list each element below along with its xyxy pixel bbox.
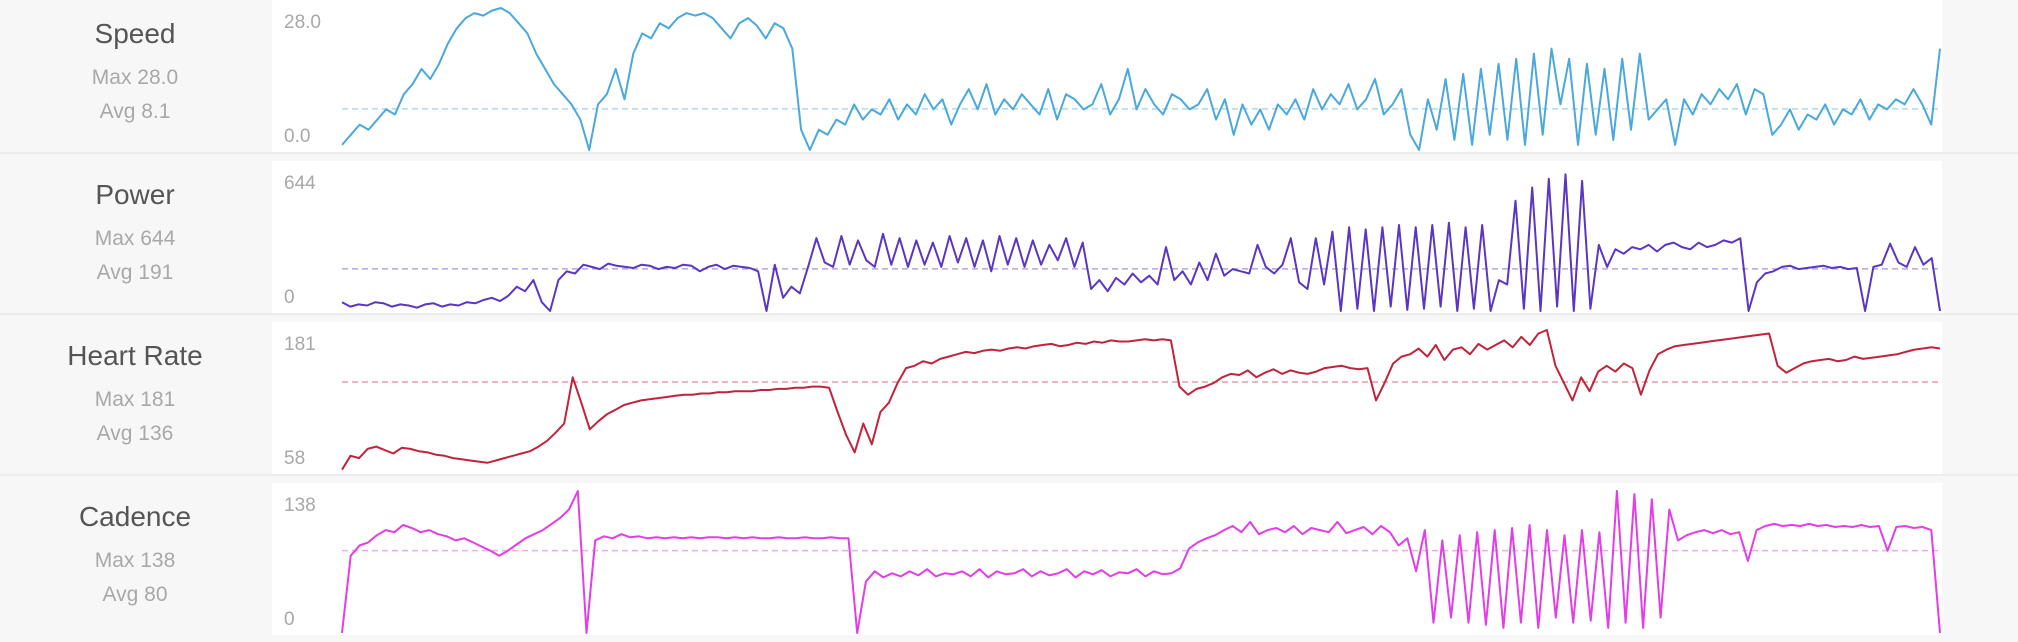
y-max-tick-label: 644 — [284, 173, 316, 194]
y-min-tick-label: 0 — [284, 609, 295, 630]
chart-row-speed: Speed Max 28.0 Avg 8.1 28.0 0.0 — [0, 0, 2018, 152]
metric-max: Max 644 — [94, 227, 176, 250]
metric-label-block: Cadence Max 138 Avg 80 — [0, 483, 270, 635]
series-line — [341, 329, 1941, 471]
y-max-tick-label: 181 — [284, 334, 316, 355]
metric-max: Max 28.0 — [91, 66, 179, 89]
series-line — [341, 173, 1941, 312]
metric-avg: Avg 8.1 — [99, 100, 171, 123]
chart-row-heart-rate: Heart Rate Max 181 Avg 136 181 58 — [0, 322, 2018, 474]
metric-title: Cadence — [78, 501, 192, 532]
row-divider — [0, 474, 2018, 476]
metric-label-block: Heart Rate Max 181 Avg 136 — [0, 322, 270, 474]
metric-label-block: Power Max 644 Avg 191 — [0, 161, 270, 313]
chart-row-cadence: Cadence Max 138 Avg 80 138 0 — [0, 483, 2018, 635]
metric-avg: Avg 136 — [96, 422, 174, 445]
chart-row-power: Power Max 644 Avg 191 644 0 — [0, 161, 2018, 313]
metric-max: Max 138 — [94, 549, 176, 572]
metric-title: Heart Rate — [67, 340, 203, 371]
speed-chart[interactable]: 28.0 0.0 — [272, 0, 1942, 152]
power-chart[interactable]: 644 0 — [272, 161, 1942, 313]
series-line — [341, 490, 1941, 634]
metric-title: Power — [95, 179, 175, 210]
metric-label-block: Speed Max 28.0 Avg 8.1 — [0, 0, 270, 152]
metric-title: Speed — [94, 18, 176, 49]
metric-max: Max 181 — [94, 388, 176, 411]
heart-rate-chart[interactable]: 181 58 — [272, 322, 1942, 474]
plot-panel[interactable]: 138 0 — [272, 483, 1942, 635]
row-divider — [0, 152, 2018, 154]
cadence-chart[interactable]: 138 0 — [272, 483, 1942, 635]
y-max-tick-label: 138 — [284, 495, 316, 516]
y-min-tick-label: 58 — [284, 448, 305, 469]
metric-avg: Avg 191 — [96, 261, 174, 284]
row-divider — [0, 313, 2018, 315]
y-min-tick-label: 0 — [284, 287, 295, 308]
metric-avg: Avg 80 — [102, 583, 168, 606]
plot-panel[interactable]: 181 58 — [272, 322, 1942, 474]
plot-panel[interactable]: 28.0 0.0 — [272, 0, 1942, 152]
series-line — [341, 7, 1941, 151]
y-min-tick-label: 0.0 — [284, 126, 310, 147]
y-max-tick-label: 28.0 — [284, 12, 321, 33]
plot-panel[interactable]: 644 0 — [272, 161, 1942, 313]
